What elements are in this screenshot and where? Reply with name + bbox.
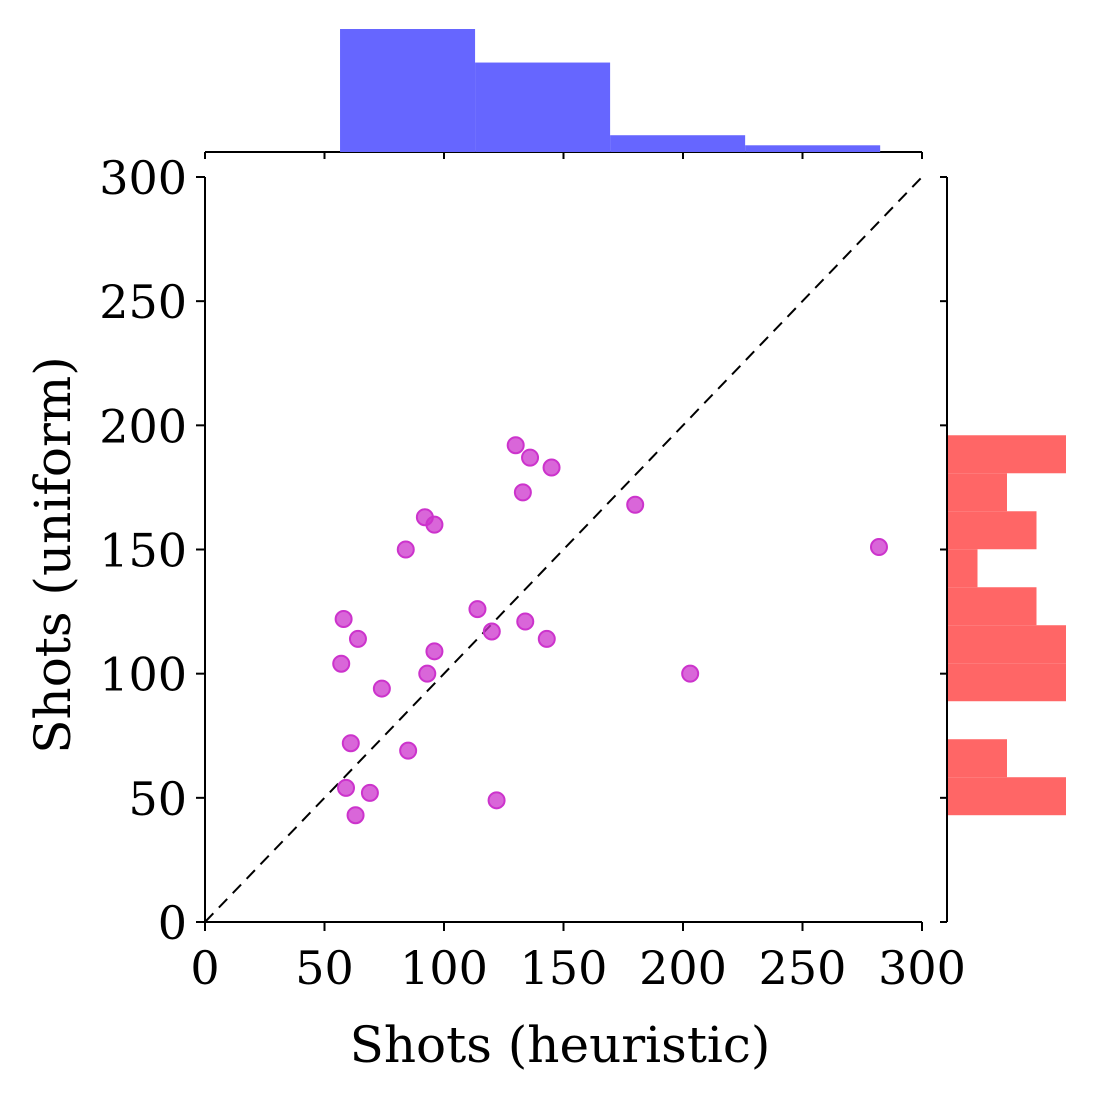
top-marginal-histogram	[204, 29, 923, 159]
scatter-point	[396, 540, 415, 559]
scatter-point	[521, 448, 540, 467]
top-hist-bar	[340, 29, 476, 152]
x-tick-label: 100	[400, 941, 488, 995]
scatter-point	[425, 642, 444, 661]
right-hist-bar	[948, 663, 1066, 702]
scatter-point	[869, 538, 888, 557]
scatter-point	[341, 734, 360, 753]
y-tick-label: 0	[158, 896, 187, 950]
scatter-point	[346, 806, 365, 825]
right-hist-bar	[948, 777, 1066, 816]
scatter-point	[334, 610, 353, 629]
x-tick-label: 200	[639, 941, 727, 995]
main-axes: 0 50 100 150 200 250 300 0 50 100 150 200 250 300	[99, 151, 966, 995]
reference-line-group	[204, 176, 923, 923]
scatter-point	[681, 664, 700, 683]
right-hist-bar	[948, 587, 1037, 626]
right-hist-bar	[948, 625, 1066, 664]
y-tick-label: 50	[128, 772, 187, 826]
scatter-point	[513, 483, 532, 502]
scatter-point	[418, 664, 437, 683]
scatter-point	[542, 458, 561, 477]
y-tick-label: 200	[99, 399, 187, 453]
scatter-point	[468, 600, 487, 619]
scatter-point	[482, 622, 501, 641]
scatter-point	[332, 654, 351, 673]
y-tick-label: 100	[99, 648, 187, 702]
scatter-point	[337, 778, 356, 797]
diagonal-reference-line	[204, 176, 923, 923]
scatter-point	[506, 436, 525, 455]
scatter-point	[372, 679, 391, 698]
top-hist-bar	[610, 135, 746, 152]
scatter-point	[516, 612, 535, 631]
right-marginal-histogram	[940, 176, 1066, 923]
x-tick-label: 50	[295, 941, 354, 995]
top-hist-bar	[745, 145, 881, 152]
scatter-point	[425, 515, 444, 534]
scatter-point	[360, 783, 379, 802]
right-hist-bar	[948, 739, 1007, 778]
y-tick-label: 150	[99, 524, 187, 578]
right-hist-bar	[948, 511, 1037, 550]
x-tick-label: 300	[878, 941, 966, 995]
x-tick-label: 0	[190, 941, 219, 995]
scatter-point	[537, 629, 556, 648]
x-axis-label: Shots (heuristic)	[350, 1016, 771, 1074]
x-tick-label: 250	[759, 941, 847, 995]
scatter-point	[626, 495, 645, 514]
y-tick-label: 300	[99, 151, 187, 205]
scatter-point	[399, 741, 418, 760]
scatter-points	[332, 436, 888, 825]
y-axis-label: Shots (uniform)	[24, 356, 82, 754]
top-hist-bar	[475, 62, 611, 152]
scatter-point	[348, 629, 367, 648]
right-hist-bar	[948, 435, 1066, 474]
right-hist-bar	[948, 473, 1007, 512]
right-hist-bar	[948, 549, 978, 588]
x-tick-label: 150	[520, 941, 608, 995]
y-tick-label: 250	[99, 275, 187, 329]
scatter-point	[487, 791, 506, 810]
